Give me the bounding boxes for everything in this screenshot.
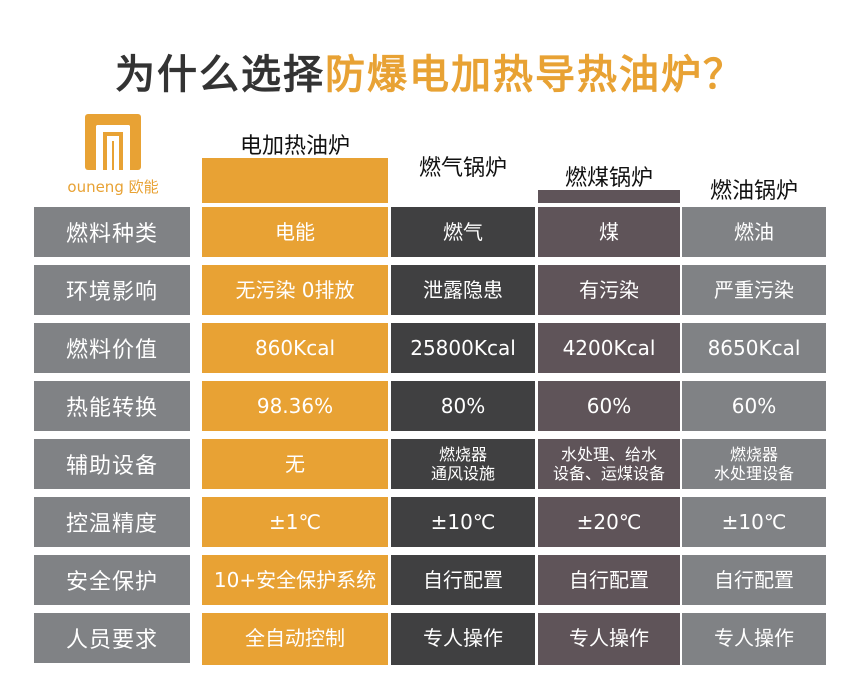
row-separator xyxy=(202,547,388,555)
header-separator xyxy=(682,203,826,207)
row-separator xyxy=(538,489,680,497)
table-cell: 燃油 xyxy=(734,220,774,244)
table-cell: 8650Kcal xyxy=(707,336,801,360)
table-cell: 自行配置 xyxy=(569,568,649,592)
row-separator xyxy=(682,315,826,323)
table-cell: 燃烧器 通风设施 xyxy=(391,439,535,489)
table-cell: 860Kcal xyxy=(254,336,336,360)
table-cell: 60% xyxy=(731,394,777,418)
cell-line: 水处理、给水 xyxy=(560,444,657,464)
row-separator xyxy=(538,257,680,265)
table-cell: 电能 xyxy=(275,220,315,244)
column-header: 燃煤锅炉 xyxy=(564,166,653,191)
row-separator xyxy=(391,315,535,323)
logo: ouneng 欧能 xyxy=(58,114,168,204)
row-separator xyxy=(391,373,535,381)
column-header: 燃气锅炉 xyxy=(418,156,507,181)
row-separator xyxy=(682,547,826,555)
cell-line: 燃烧器 xyxy=(729,444,778,464)
row-separator xyxy=(202,605,388,613)
table-cell: 10+安全保护系统 xyxy=(213,568,377,592)
row-label: 热能转换 xyxy=(34,381,190,431)
cell-line: 燃烧器 xyxy=(438,444,487,464)
table-cell: 全自动控制 xyxy=(245,626,345,650)
row-separator xyxy=(391,547,535,555)
table-cell: 60% xyxy=(586,394,632,418)
row-separator xyxy=(202,373,388,381)
table-cell: 专人操作 xyxy=(423,626,503,650)
row-separator xyxy=(538,373,680,381)
table-cell: 无污染 0排放 xyxy=(235,278,355,302)
table-cell: 4200Kcal xyxy=(562,336,656,360)
row-separator xyxy=(202,315,388,323)
table-cell: 25800Kcal xyxy=(410,336,516,360)
table-cell: ±10℃ xyxy=(430,510,496,534)
cell-line: 设备、运煤设备 xyxy=(552,464,665,483)
title-prefix: 为什么选择 xyxy=(115,52,325,98)
title-highlight: 防爆电加热导热油炉？ xyxy=(325,52,745,98)
table-cell: 80% xyxy=(440,394,486,418)
column-background xyxy=(538,190,680,665)
row-separator xyxy=(682,431,826,439)
table-cell: 燃烧器 水处理设备 xyxy=(682,439,826,489)
row-separator xyxy=(538,315,680,323)
table-cell: 水处理、给水 设备、运煤设备 xyxy=(538,439,680,489)
table-cell: ±20℃ xyxy=(576,510,642,534)
table-cell: 无 xyxy=(285,452,305,476)
logo-brand-text: ouneng 欧能 xyxy=(67,178,159,196)
row-separator xyxy=(538,605,680,613)
header-separator xyxy=(391,203,535,207)
table-cell: 专人操作 xyxy=(714,626,794,650)
row-separator xyxy=(682,373,826,381)
row-separator xyxy=(202,489,388,497)
row-separator xyxy=(391,489,535,497)
table-cell: 自行配置 xyxy=(423,568,503,592)
row-separator xyxy=(202,257,388,265)
row-separator xyxy=(682,257,826,265)
row-separator xyxy=(391,431,535,439)
row-separator xyxy=(538,431,680,439)
table-cell: 有污染 xyxy=(579,278,639,302)
column-header: 燃油锅炉 xyxy=(709,179,798,204)
table-cell: 98.36% xyxy=(256,394,334,418)
row-separator xyxy=(391,257,535,265)
table-cell: 燃气 xyxy=(443,220,483,244)
cell-line: 通风设施 xyxy=(430,464,495,483)
row-label: 人员要求 xyxy=(34,613,190,663)
ouneng-logo-icon xyxy=(85,114,141,170)
table-cell: 泄露隐患 xyxy=(423,278,503,302)
table-cell: 煤 xyxy=(599,220,619,244)
row-separator xyxy=(202,431,388,439)
column-background xyxy=(202,158,388,665)
row-label: 燃料种类 xyxy=(34,207,190,257)
row-separator xyxy=(682,489,826,497)
table-cell: 专人操作 xyxy=(569,626,649,650)
table-cell: 自行配置 xyxy=(714,568,794,592)
header-separator xyxy=(202,203,388,207)
column-header: 电加热油炉 xyxy=(239,134,350,159)
row-label: 控温精度 xyxy=(34,497,190,547)
row-label: 环境影响 xyxy=(34,265,190,315)
row-separator xyxy=(682,605,826,613)
row-label: 燃料价值 xyxy=(34,323,190,373)
table-cell: 严重污染 xyxy=(714,278,794,302)
row-separator xyxy=(391,605,535,613)
row-label: 安全保护 xyxy=(34,555,190,605)
table-cell: ±1℃ xyxy=(269,510,321,534)
page-title: 为什么选择防爆电加热导热油炉？ xyxy=(0,42,860,100)
row-separator xyxy=(538,547,680,555)
row-label: 辅助设备 xyxy=(34,439,190,489)
cell-line: 水处理设备 xyxy=(713,464,794,483)
header-separator xyxy=(538,203,680,207)
table-cell: ±10℃ xyxy=(721,510,787,534)
